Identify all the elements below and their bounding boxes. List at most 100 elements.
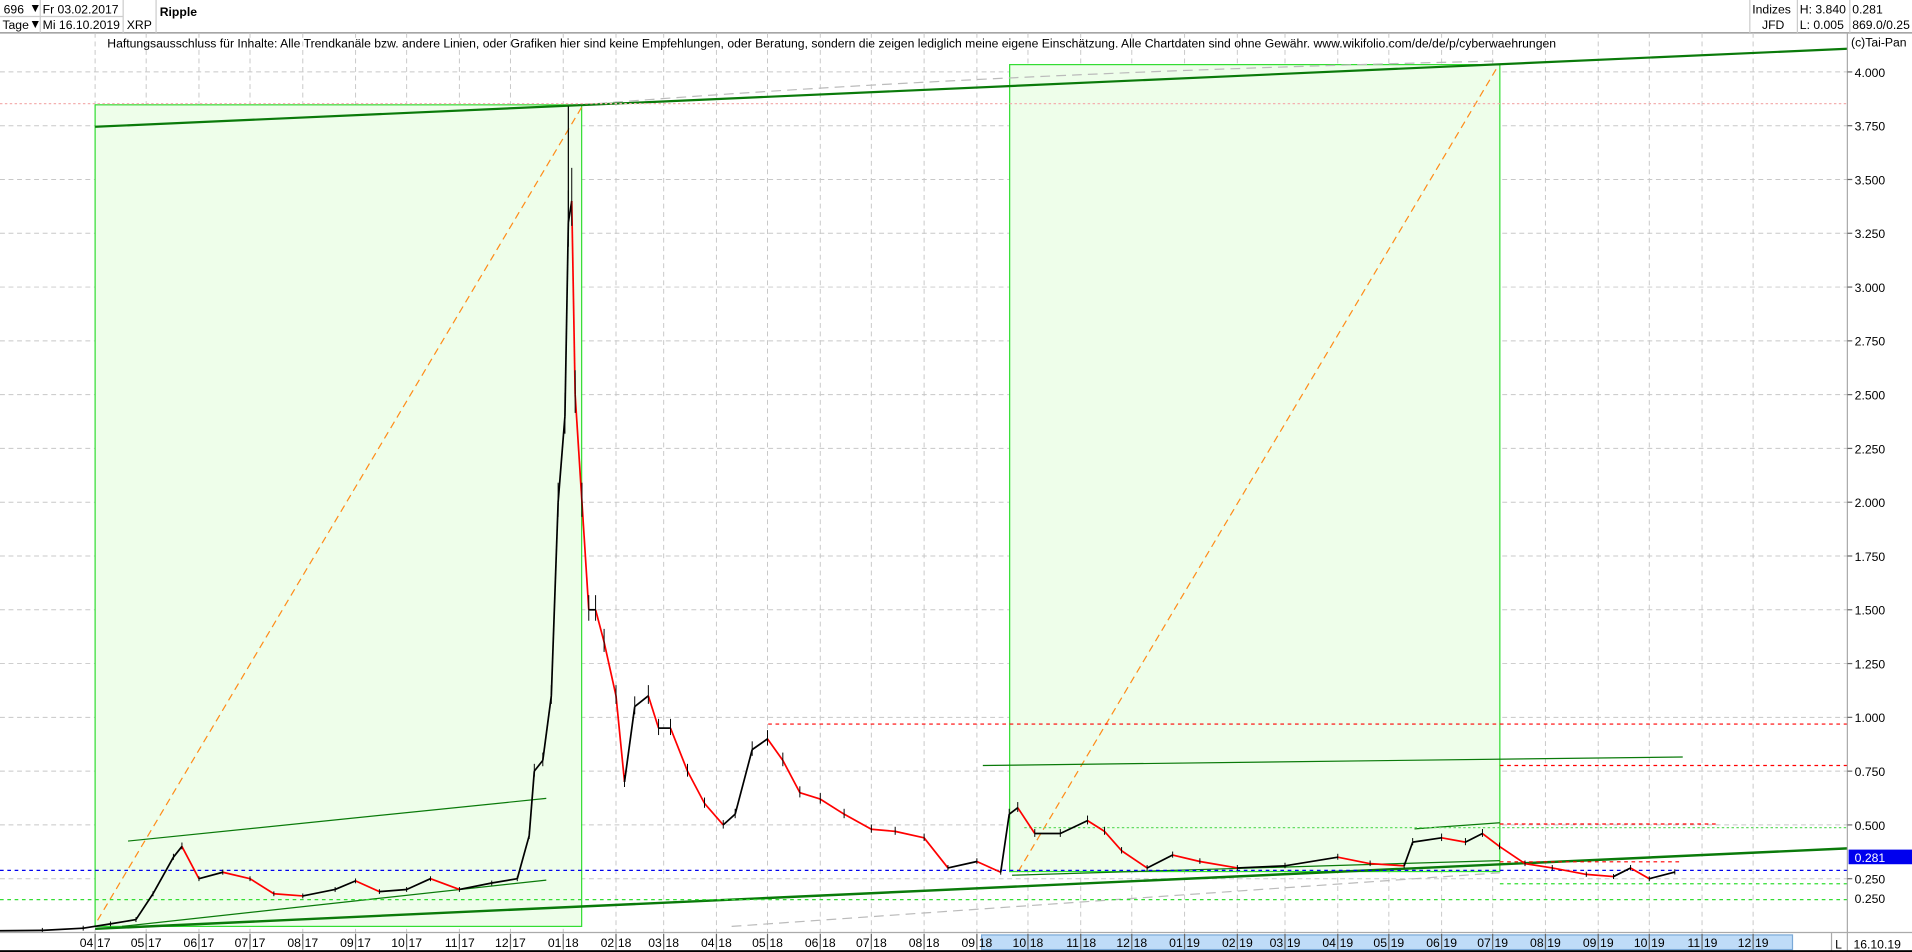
price-segment [110,918,137,925]
price-segment [1649,871,1676,880]
x-tick-year: 17 [461,936,475,950]
price-segment [1481,832,1500,848]
price-segment [181,846,200,880]
price-segment [550,502,559,696]
x-tick-month: 12 [1116,936,1130,950]
period-dropdown[interactable]: Tage ▼ [2,17,41,32]
x-tick-year: 17 [252,936,266,950]
header-bar: 696 ▼ Tage ▼ Fr 03.02.2017 Mi 16.10.2019… [0,0,1912,34]
price-segment [603,641,617,697]
price-segment [843,813,872,830]
x-tick-year: 18 [1030,936,1044,950]
price-segment [1412,836,1442,843]
price-segment [1059,819,1088,835]
x-tick-month: 04 [701,936,715,950]
y-tick-label: 1.250 [1855,657,1886,671]
source-line-1: Indizes [1752,2,1791,16]
last-price-label: 0.281 [1855,851,1886,865]
x-tick-year: 19 [1755,936,1769,950]
x-tick-month: 05 [752,936,766,950]
price-segment [623,706,636,783]
price-segment [1465,832,1483,843]
price-segment [1008,807,1019,815]
low-value: L: 0.005 [1800,18,1844,32]
price-segment [703,802,724,826]
x-tick-year: 19 [1495,936,1509,950]
price-segment [152,856,175,895]
y-tick-label: 3.500 [1855,173,1886,187]
price-segment [1017,807,1036,834]
x-tick-month: 08 [287,936,301,950]
x-tick-year: 19 [1443,936,1457,950]
scale-info: 869.0/0.25 [1852,18,1910,32]
price-segment [406,877,431,891]
x-tick-month: 01 [548,936,562,950]
price-segment [1586,873,1614,878]
symbol: XRP [127,18,152,32]
annotations [0,47,1848,931]
upper-trendline [95,47,1848,128]
x-tick-year: 18 [822,936,836,950]
price-segment [871,828,896,833]
chevron-down-icon: ▼ [29,17,41,31]
price-segment [541,695,553,761]
x-tick-month: 04 [1322,936,1336,950]
price-segment [1552,867,1587,876]
x-tick-year: 17 [357,936,371,950]
fib-line-2 [1017,66,1498,872]
x-tick-month: 06 [805,936,819,950]
price-segment [1199,860,1238,869]
price-segment [581,502,590,610]
x-tick-year: 18 [1083,936,1097,950]
price-segment [1370,862,1405,867]
price-series [0,106,1676,933]
x-tick-year: 17 [512,936,526,950]
chart-title: Ripple [160,5,197,19]
x-tick-month: 07 [1477,936,1491,950]
x-tick-year: 19 [1704,936,1718,950]
x-tick-month: 09 [961,936,975,950]
x-tick-month: 09 [340,936,354,950]
price-segment [1613,867,1631,878]
price-segment [1403,841,1414,867]
price-segment [999,814,1011,873]
price-segment [734,749,754,815]
x-tick-year: 18 [979,936,993,950]
x-tick-year: 18 [718,936,732,950]
high-value: H: 3.840 [1800,2,1846,16]
price-segment [528,771,536,836]
x-tick-month: 11 [445,936,458,950]
trendline-2017-top [127,797,547,842]
price-segment [379,888,407,893]
price-segment [947,860,978,869]
x-tick-month: 07 [235,936,249,950]
y-tick-label: 2.500 [1855,389,1886,403]
price-segment [135,893,154,921]
price-segment [594,609,605,643]
x-tick-year: 17 [97,936,111,950]
price-segment [570,200,577,395]
x-tick-month: 08 [1530,936,1544,950]
x-tick-year: 18 [873,936,887,950]
x-tick-month: 10 [1013,936,1027,950]
x-tick-year: 17 [201,936,215,950]
price-segment [1499,845,1526,865]
x-tick-month: 11 [1688,936,1701,950]
price-segment [273,892,303,897]
x-tick-month: 05 [131,936,145,950]
copyright-label: (c)Tai-Pan [1851,35,1907,49]
x-tick-month: 05 [1373,936,1387,950]
price-segment [302,888,336,897]
x-tick-year: 18 [769,936,783,950]
price-segment [83,923,111,930]
scale-mode-button[interactable]: L [1835,937,1842,951]
x-tick-month: 07 [856,936,870,950]
end-date[interactable]: Mi 16.10.2019 [43,18,120,32]
y-tick-label: 2.750 [1855,335,1886,349]
scrollbar[interactable] [980,934,1794,951]
price-segment [976,860,1002,874]
trendline-2017-bottom [121,879,547,928]
start-date[interactable]: Fr 03.02.2017 [43,2,119,16]
bar-count-dropdown[interactable]: 696 ▼ [4,1,42,16]
price-segment [634,695,649,708]
